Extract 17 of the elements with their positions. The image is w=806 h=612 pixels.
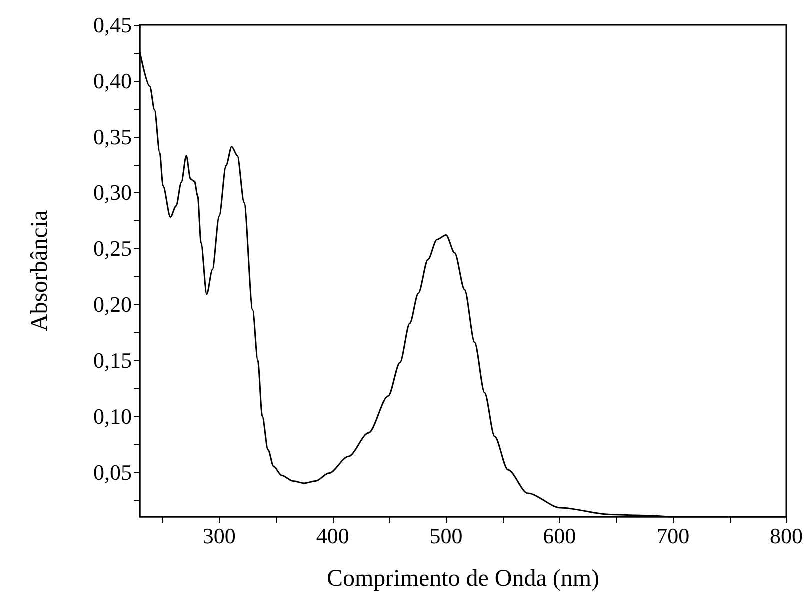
x-tick-label: 600 [543,524,576,548]
y-tick-label: 0,25 [94,236,132,262]
y-tick-label: 0,45 [94,12,132,38]
x-axis-title: Comprimento de Onda (nm) [326,566,600,592]
y-tick-label: 0,20 [94,292,132,318]
x-tick-label: 800 [770,524,803,548]
y-tick-label: 0,30 [94,180,132,206]
y-tick-label: 0,35 [94,124,132,150]
x-tick-label: 500 [430,524,463,548]
y-tick-label: 0,10 [94,404,132,429]
y-axis-title: Absorbância [27,210,53,332]
y-tick-label: 0,15 [94,348,132,373]
x-tick-label: 400 [316,524,350,548]
y-tick-label: 0,05 [94,460,132,485]
y-tick-label: 0,40 [94,68,132,94]
x-tick-label: 700 [656,524,690,548]
x-tick-label: 300 [202,524,236,548]
